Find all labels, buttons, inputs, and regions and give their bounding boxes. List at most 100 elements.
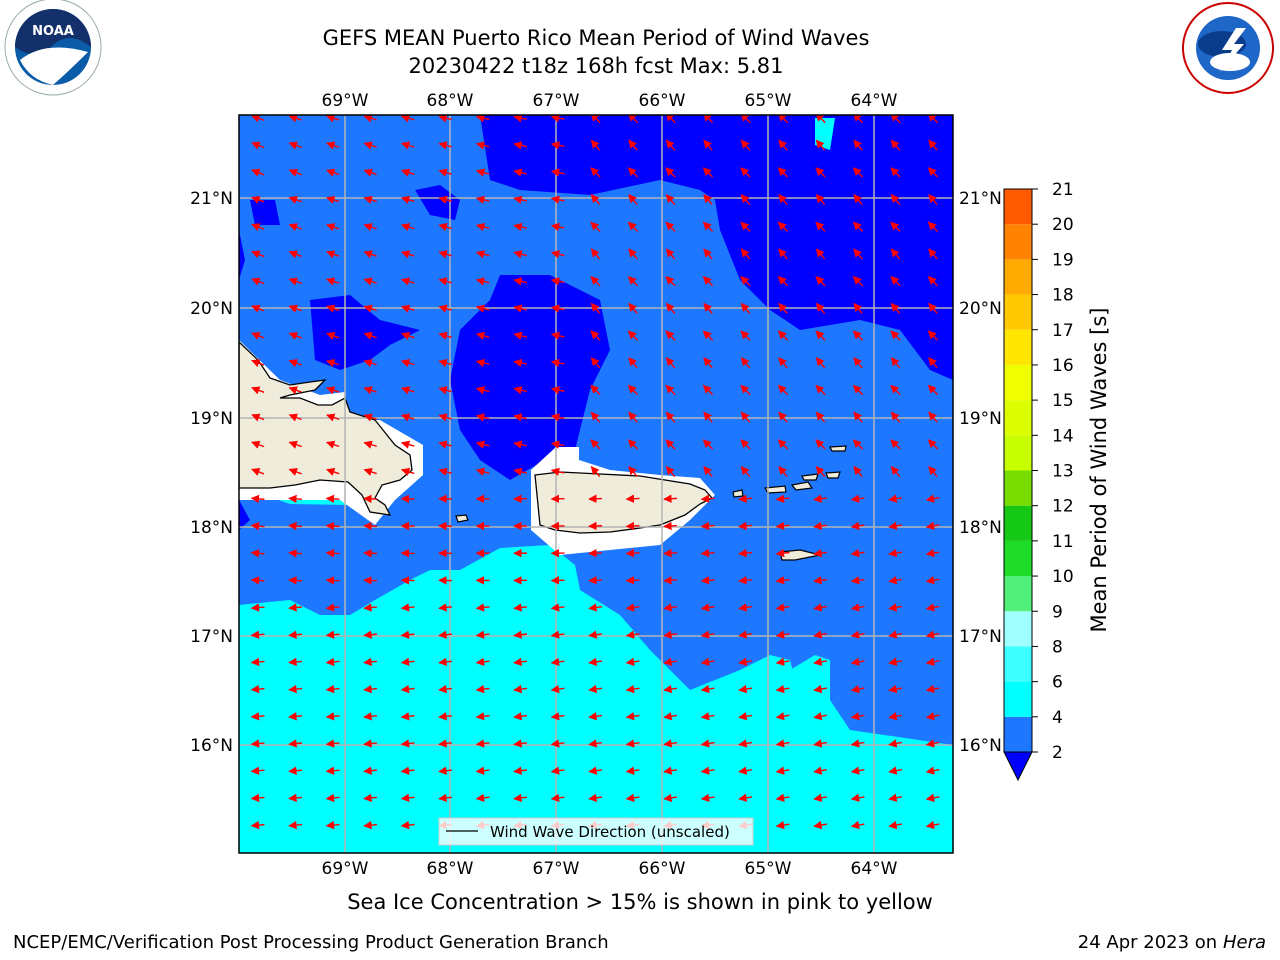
wind-wave-arrow bbox=[815, 411, 826, 423]
lon-label: 67°W bbox=[533, 859, 580, 879]
wind-wave-arrow bbox=[928, 193, 938, 206]
wind-wave-arrow bbox=[288, 468, 302, 476]
wind-wave-arrow bbox=[700, 739, 715, 748]
wind-wave-arrow bbox=[777, 221, 789, 232]
wind-wave-arrow bbox=[363, 386, 377, 395]
wind-wave-arrow bbox=[250, 820, 265, 830]
wind-wave-arrow bbox=[438, 630, 453, 639]
wind-wave-arrow bbox=[665, 411, 676, 423]
nws-logo bbox=[1182, 2, 1274, 94]
wind-wave-arrow bbox=[890, 302, 901, 314]
wind-wave-arrow bbox=[663, 603, 678, 612]
wind-wave-arrow bbox=[288, 332, 302, 340]
wind-wave-arrow bbox=[628, 302, 638, 314]
wind-wave-arrow bbox=[326, 331, 340, 340]
lat-label: 21°N bbox=[190, 189, 233, 209]
wind-wave-arrow bbox=[475, 440, 490, 449]
wind-wave-arrow bbox=[251, 141, 265, 150]
wind-wave-arrow bbox=[513, 115, 528, 123]
lat-labels-right: 21°N 20°N 19°N 18°N 17°N 16°N bbox=[959, 189, 1002, 756]
wind-wave-arrow bbox=[438, 304, 452, 313]
wind-wave-arrow bbox=[251, 413, 265, 422]
wind-wave-arrow bbox=[288, 168, 302, 177]
wind-wave-arrow bbox=[363, 413, 377, 422]
wind-wave-arrow bbox=[400, 603, 415, 612]
wind-wave-arrow bbox=[928, 357, 938, 369]
wind-wave-arrow bbox=[288, 630, 303, 639]
colorbar-tick-label: 2 bbox=[1052, 743, 1063, 763]
wind-wave-arrow bbox=[475, 304, 490, 313]
wind-wave-arrow bbox=[513, 440, 528, 449]
wind-wave-arrow bbox=[288, 413, 302, 422]
wind-wave-arrow bbox=[738, 521, 753, 531]
wind-wave-arrow bbox=[550, 657, 565, 667]
colorbar-segment bbox=[1004, 576, 1032, 612]
wind-wave-arrow bbox=[925, 521, 940, 530]
wind-wave-arrow bbox=[627, 115, 639, 124]
wind-wave-arrow bbox=[438, 141, 452, 150]
wind-wave-arrow bbox=[363, 359, 377, 368]
wind-wave-arrow bbox=[325, 712, 340, 721]
wind-wave-arrow bbox=[928, 411, 938, 423]
wind-wave-arrow bbox=[627, 276, 639, 287]
wind-wave-arrow bbox=[702, 115, 714, 124]
wind-wave-arrow bbox=[665, 276, 676, 287]
wind-wave-arrow bbox=[288, 576, 303, 585]
colorbar-tick-label: 18 bbox=[1052, 286, 1074, 306]
wind-wave-arrow bbox=[288, 793, 303, 803]
wind-wave-arrow bbox=[852, 439, 864, 450]
wind-wave-arrow bbox=[700, 657, 715, 666]
wind-wave-arrow bbox=[663, 684, 678, 694]
wind-wave-arrow bbox=[325, 576, 340, 585]
wind-wave-arrow bbox=[325, 549, 340, 558]
colorbar-segment bbox=[1004, 329, 1032, 365]
wind-wave-arrow bbox=[438, 603, 453, 612]
wind-wave-arrow bbox=[251, 332, 265, 340]
wind-wave-arrow bbox=[288, 141, 302, 150]
wind-wave-arrow bbox=[927, 276, 939, 287]
wind-wave-arrow bbox=[890, 439, 901, 450]
wind-wave-arrow bbox=[250, 494, 265, 504]
wind-wave-arrow bbox=[513, 657, 528, 667]
wind-wave-arrow bbox=[850, 521, 865, 531]
wind-wave-arrow bbox=[590, 357, 601, 369]
wind-wave-arrow bbox=[251, 168, 265, 177]
colorbar-segment bbox=[1004, 189, 1032, 225]
wind-wave-arrow bbox=[400, 413, 415, 422]
wind-wave-arrow bbox=[813, 576, 828, 585]
wind-wave-arrow bbox=[815, 193, 826, 206]
lon-label: 66°W bbox=[639, 859, 686, 879]
sea-ice-note: Sea Ice Concentration > 15% is shown in … bbox=[347, 890, 933, 914]
wind-wave-arrow bbox=[288, 494, 303, 504]
wind-wave-arrow bbox=[438, 331, 452, 340]
wind-wave-arrow bbox=[590, 139, 601, 151]
wind-wave-arrow bbox=[550, 168, 565, 177]
wind-wave-arrow bbox=[438, 386, 452, 395]
wind-wave-arrow bbox=[740, 330, 751, 341]
wind-wave-arrow bbox=[326, 440, 340, 449]
wind-wave-arrow bbox=[400, 684, 415, 694]
chart-subtitle: 20230422 t18z 168h fcst Max: 5.81 bbox=[408, 54, 784, 78]
wind-wave-arrow bbox=[590, 439, 601, 450]
chart-title: GEFS MEAN Puerto Rico Mean Period of Win… bbox=[322, 26, 870, 50]
wind-wave-arrow bbox=[850, 766, 865, 775]
lat-label: 18°N bbox=[190, 518, 233, 538]
wind-wave-arrow bbox=[326, 115, 340, 123]
wind-wave-arrow bbox=[703, 357, 713, 369]
wind-wave-arrow bbox=[363, 549, 378, 558]
colorbar-tick-label: 21 bbox=[1052, 180, 1074, 200]
wind-wave-arrow bbox=[363, 684, 378, 694]
wind-wave-arrow bbox=[813, 820, 828, 830]
wind-wave-arrow bbox=[815, 139, 826, 151]
wind-wave-arrows bbox=[250, 115, 940, 830]
wind-wave-arrow bbox=[363, 766, 378, 775]
wind-wave-arrow bbox=[628, 357, 638, 369]
wind-wave-arrow bbox=[326, 386, 340, 395]
wind-wave-arrow bbox=[475, 793, 490, 803]
wind-wave-arrow bbox=[513, 141, 527, 150]
lat-label: 21°N bbox=[959, 189, 1002, 209]
wind-wave-arrow bbox=[740, 439, 751, 450]
wind-wave-arrow bbox=[663, 521, 678, 531]
wind-wave-arrow bbox=[513, 630, 528, 639]
